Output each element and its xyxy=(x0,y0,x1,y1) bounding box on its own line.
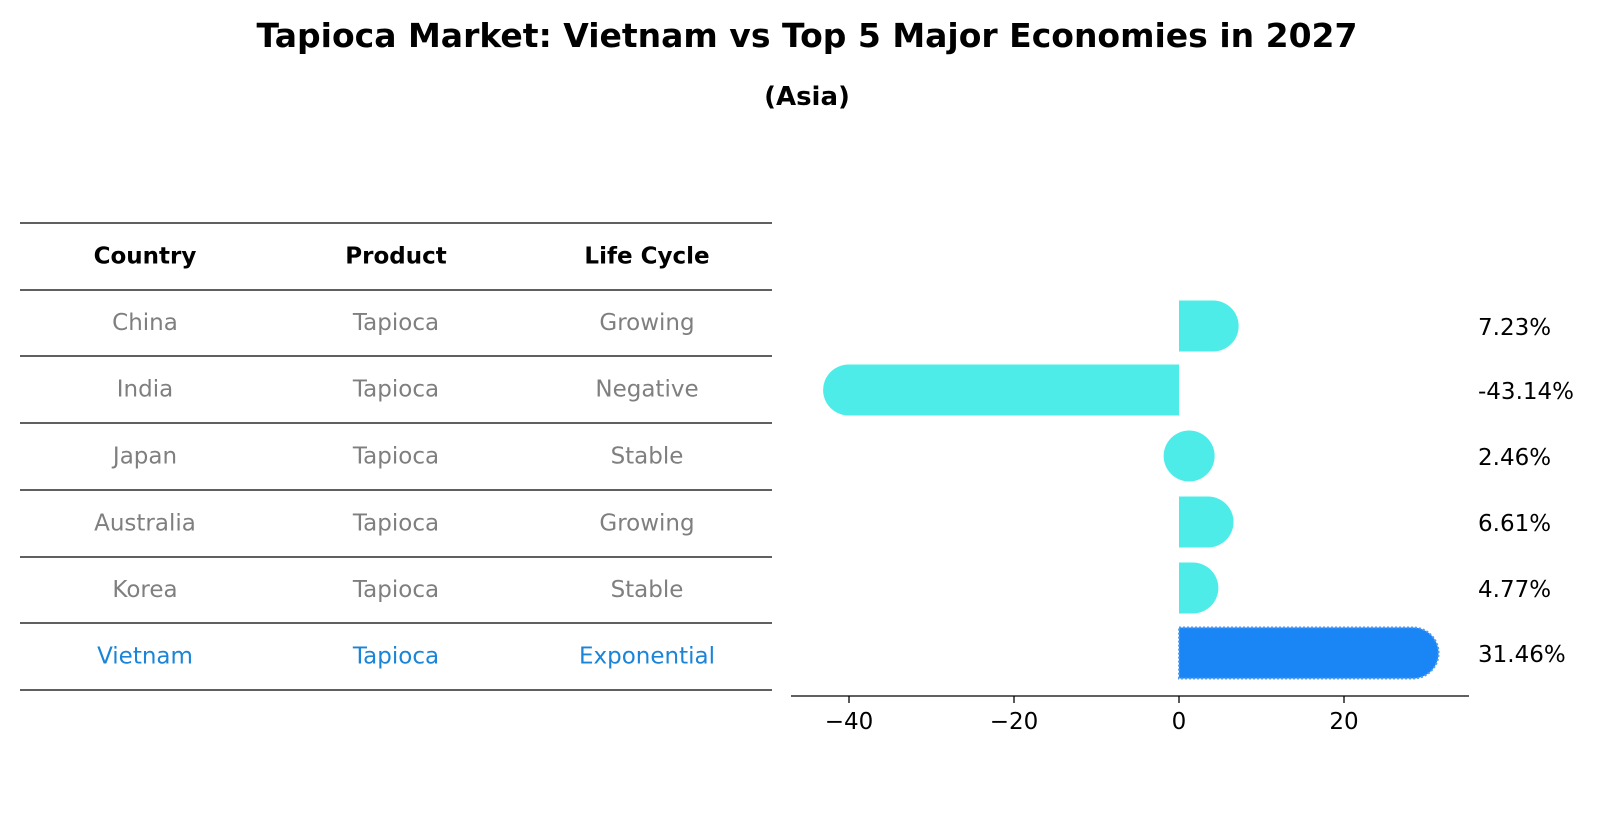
table-cell-product: Tapioca xyxy=(352,377,439,403)
data-label-japan: 2.46% xyxy=(1478,445,1551,471)
bar-korea xyxy=(1179,562,1219,614)
data-label-india: -43.14% xyxy=(1478,379,1574,405)
chart-title: Tapioca Market: Vietnam vs Top 5 Major E… xyxy=(256,16,1358,55)
table-cell-product: Tapioca xyxy=(352,310,439,336)
table-cell-life-cycle: Growing xyxy=(599,511,694,537)
data-label-korea: 4.77% xyxy=(1478,577,1551,603)
table-cell-country: Australia xyxy=(94,511,196,537)
table-cell-product: Tapioca xyxy=(352,644,439,670)
table-cell-country: India xyxy=(117,377,173,403)
x-tick-label: 20 xyxy=(1329,709,1358,735)
table-cell-product: Tapioca xyxy=(352,444,439,470)
bar-australia xyxy=(1179,496,1234,548)
table-cell-country: Japan xyxy=(111,444,177,470)
data-label-australia: 6.61% xyxy=(1478,511,1551,537)
table-cell-country: Vietnam xyxy=(97,644,193,670)
table-header-country: Country xyxy=(94,244,197,270)
bar-china xyxy=(1179,300,1239,352)
table-cell-product: Tapioca xyxy=(352,511,439,537)
table-cell-product: Tapioca xyxy=(352,577,439,603)
bar-india xyxy=(823,364,1179,416)
table-cell-life-cycle: Stable xyxy=(611,444,684,470)
bar-vietnam xyxy=(1178,626,1440,680)
table-cell-life-cycle: Growing xyxy=(599,310,694,336)
table-cell-life-cycle: Negative xyxy=(595,377,698,403)
table-cell-life-cycle: Stable xyxy=(611,577,684,603)
data-label-vietnam: 31.46% xyxy=(1478,642,1566,668)
table-header-product: Product xyxy=(345,244,446,270)
table-cell-country: China xyxy=(112,310,178,336)
table-cell-life-cycle: Exponential xyxy=(579,644,715,670)
x-tick-label: −40 xyxy=(825,709,874,735)
bar-japan xyxy=(1163,430,1215,482)
data-label-china: 7.23% xyxy=(1478,315,1551,341)
chart-subtitle: (Asia) xyxy=(764,82,850,112)
x-tick-label: 0 xyxy=(1172,709,1187,735)
table-header-life-cycle: Life Cycle xyxy=(584,244,709,270)
table-cell-country: Korea xyxy=(112,577,177,603)
x-tick-label: −20 xyxy=(990,709,1039,735)
